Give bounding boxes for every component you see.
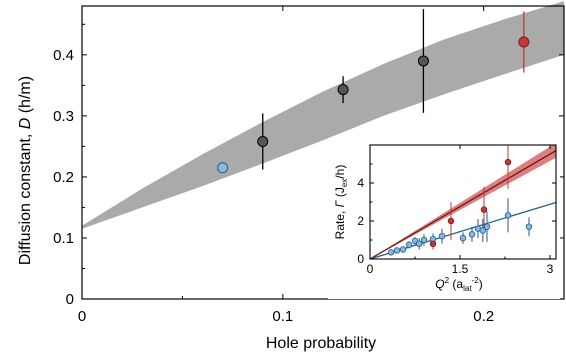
- inset-x-label-sup: 2: [445, 276, 450, 285]
- inset-y-label-sub: ex: [340, 179, 349, 187]
- main-x-ticks: 0 0.1 0.2: [78, 6, 494, 325]
- inset-blue-point: [420, 236, 428, 244]
- main-y-tick-label: 0.1: [53, 230, 74, 247]
- inset-blue-point: [387, 249, 395, 256]
- inset-x-label-sub: lat: [463, 284, 472, 293]
- inset-blue-point: [525, 223, 533, 230]
- inset-y-tick-label: 4: [357, 176, 364, 190]
- main-y-axis-label-var: D: [17, 117, 34, 129]
- inset-y-ticks: 0 2 4: [357, 163, 556, 266]
- inset-band-group: [370, 145, 556, 259]
- inset-x-label-open: (a: [449, 277, 463, 291]
- main-data-point: [337, 84, 349, 96]
- main-chart: 0 0.1 0.2 0 0.1 0.2 0.3 0.4 Hole probability D…: [17, 1, 565, 352]
- inset-y-tick-label: 2: [357, 214, 364, 228]
- main-y-tick-label: 0.4: [53, 47, 74, 64]
- inset-chart: 0 1.5 3 024 Q2 (alat-2) Rate, Γ (Jex/h): [328, 141, 560, 299]
- inset-x-tick-label: 0: [367, 262, 374, 276]
- inset-blue-point: [459, 234, 467, 242]
- inset-y-label-open: (J: [333, 187, 347, 200]
- main-x-tick-label: 0.2: [473, 308, 494, 325]
- inset-y-label-close: /h): [333, 165, 347, 179]
- main-y-axis-label-main: Diffusion constant,: [17, 129, 34, 265]
- main-y-axis-label-unit: (h/m): [17, 76, 34, 118]
- main-y-tick-label: 0.3: [53, 108, 74, 125]
- main-data-point: [518, 36, 530, 48]
- inset-blue-point: [504, 212, 512, 219]
- inset-y-label-main: Rate,: [333, 207, 347, 239]
- main-data-point: [257, 136, 269, 148]
- inset-y-tick-label: 0: [357, 252, 364, 266]
- main-x-tick-label: 0.1: [272, 308, 293, 325]
- main-theory-band: [82, 1, 564, 229]
- inset-x-label-var: Q: [435, 277, 444, 291]
- inset-y-label-var: Γ: [333, 199, 347, 207]
- inset-red-point: [480, 206, 488, 213]
- inset-x-ticks: 0 1.5 3: [367, 145, 554, 276]
- main-x-tick-label: 0: [78, 308, 86, 325]
- inset-x-tick-label: 1.5: [452, 262, 469, 276]
- main-points: [217, 36, 530, 174]
- main-y-tick-label: 0.2: [53, 169, 74, 186]
- main-data-point: [217, 162, 229, 174]
- main-band-group: [82, 1, 564, 229]
- inset-blue-point: [479, 227, 486, 234]
- inset-x-label-sup2: -2: [472, 276, 480, 285]
- main-data-point: [417, 55, 429, 67]
- main-axes-frame: [81, 5, 565, 300]
- inset-points: [387, 158, 533, 256]
- inset-blue-point: [483, 223, 491, 230]
- main-y-axis-label: Diffusion constant, D (h/m): [17, 76, 34, 265]
- inset-x-tick-label: 3: [547, 262, 554, 276]
- inset-blue-point: [468, 231, 476, 238]
- main-x-axis-label: Hole probability: [266, 335, 376, 352]
- main-y-ticks: 0 0.1 0.2 0.3 0.4: [53, 23, 564, 308]
- inset-blue-point: [438, 232, 446, 240]
- inset-blue-point: [416, 240, 423, 247]
- inset-y-axis-label: Rate, Γ (Jex/h): [333, 165, 349, 240]
- inset-red-fit-band: [370, 145, 556, 259]
- inset-red-point: [447, 217, 455, 225]
- inset-x-axis-label: Q2 (alat-2): [435, 276, 482, 293]
- inset-red-fit-line: [370, 150, 556, 259]
- inset-blue-point: [405, 241, 413, 248]
- main-y-tick-label: 0: [66, 291, 74, 308]
- inset-blue-point: [399, 246, 407, 253]
- inset-x-label-close: ): [479, 277, 483, 291]
- inset-red-point: [429, 240, 437, 247]
- inset-blue-point: [393, 247, 401, 254]
- inset-red-point: [504, 158, 512, 166]
